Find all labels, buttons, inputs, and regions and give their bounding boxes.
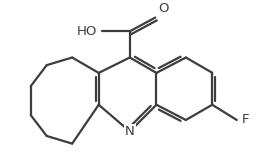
Text: O: O <box>158 2 169 15</box>
Text: N: N <box>125 125 135 138</box>
Text: F: F <box>241 113 249 127</box>
Text: HO: HO <box>77 25 97 38</box>
